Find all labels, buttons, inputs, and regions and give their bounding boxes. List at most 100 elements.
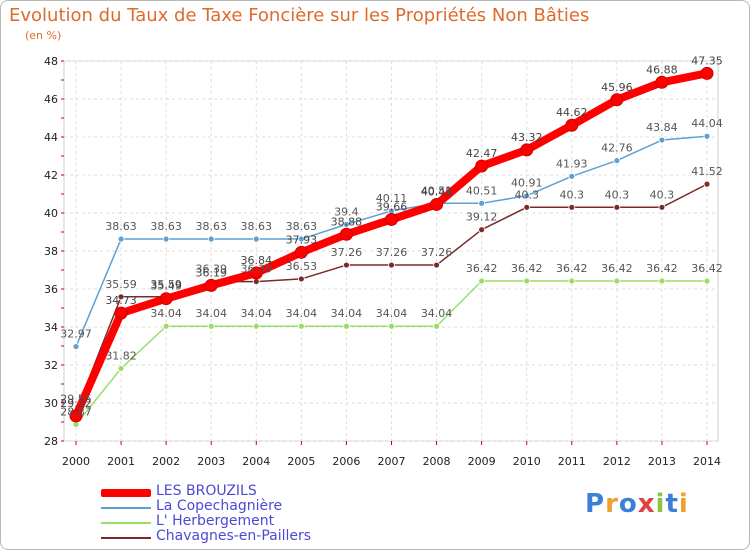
x-tick-label: 2014 (693, 455, 721, 468)
data-label: 40.3 (560, 188, 585, 201)
data-point (252, 235, 260, 243)
y-tick-label: 38 (44, 245, 58, 258)
y-tick-label: 34 (44, 321, 58, 334)
data-point (700, 66, 714, 80)
chart-title: Evolution du Taux de Taxe Foncière sur l… (9, 5, 590, 26)
data-label: 43.32 (511, 131, 543, 144)
data-label: 36.53 (286, 260, 318, 273)
data-point (703, 180, 711, 188)
data-point (72, 343, 80, 350)
data-point (207, 235, 215, 243)
legend-label: LES BROUZILS (156, 483, 257, 499)
data-point (568, 172, 576, 180)
data-label: 40.3 (605, 188, 630, 201)
data-point (117, 293, 125, 301)
legend-label: Chavagnes-en-Paillers (156, 528, 312, 544)
data-point (249, 266, 263, 280)
data-label: 34.04 (195, 307, 227, 320)
data-label: 44.62 (556, 106, 588, 119)
data-label: 45.96 (601, 81, 633, 94)
data-label: 36.42 (511, 262, 543, 275)
data-label: 40.51 (421, 184, 453, 197)
x-tick-label: 2011 (558, 455, 586, 468)
logo-letter: i (655, 489, 666, 519)
data-label: 28.87 (60, 405, 92, 418)
data-label: 36.84 (241, 254, 273, 267)
data-label: 43.84 (646, 121, 678, 134)
x-tick-label: 2001 (107, 455, 135, 468)
data-point (433, 322, 440, 330)
data-label: 42.47 (466, 147, 498, 160)
data-label: 36.42 (601, 262, 633, 275)
data-label: 34.73 (105, 294, 137, 307)
data-point (655, 75, 669, 89)
data-point (162, 322, 170, 330)
data-point (478, 199, 486, 207)
legend-label: L' Herbergement (156, 513, 275, 529)
data-label: 34.04 (331, 307, 363, 320)
data-label: 31.82 (105, 349, 137, 362)
logo-letter: o (618, 489, 638, 519)
data-point (568, 203, 576, 211)
series-layer (69, 66, 714, 428)
logo-letter: P (585, 489, 606, 519)
data-point (207, 322, 215, 330)
data-point (117, 365, 125, 372)
data-point (478, 277, 486, 285)
data-point (430, 197, 444, 211)
data-point (613, 157, 621, 164)
data-point (204, 278, 218, 292)
data-label: 41.52 (691, 165, 723, 178)
data-label: 32.97 (60, 328, 92, 341)
y-tick-label: 28 (44, 435, 58, 448)
data-label: 38.63 (195, 220, 227, 233)
data-label: 37.26 (421, 246, 453, 259)
data-label: 34.04 (376, 307, 408, 320)
data-label: 38.63 (105, 220, 137, 233)
y-tick-label: 48 (44, 55, 58, 68)
data-point (297, 275, 305, 283)
data-label: 34.04 (241, 307, 273, 320)
data-label: 36.42 (466, 262, 498, 275)
data-label: 36.39 (195, 263, 227, 276)
logo-letter: r (605, 489, 619, 519)
data-label: 38.63 (241, 220, 273, 233)
data-label: 38.88 (331, 215, 363, 228)
data-label: 34.04 (421, 307, 453, 320)
x-tick-label: 2006 (332, 455, 360, 468)
data-label: 36.19 (195, 266, 227, 279)
data-point (252, 322, 260, 330)
y-tick-label: 30 (44, 397, 58, 410)
legend-swatch (101, 522, 151, 524)
data-point (475, 159, 489, 173)
proxiti-logo: Proxiti (585, 489, 689, 519)
data-point (658, 136, 666, 144)
data-label: 35.59 (105, 278, 137, 291)
y-tick-label: 36 (44, 283, 58, 296)
data-label: 38.63 (150, 220, 182, 233)
y-tick-label: 46 (44, 93, 58, 106)
data-point (565, 118, 579, 132)
data-label: 35.59 (150, 278, 182, 291)
data-point (114, 306, 128, 320)
data-label: 40.45 (421, 185, 453, 198)
y-tick-label: 44 (44, 131, 58, 144)
data-point (162, 235, 170, 243)
data-point (343, 261, 350, 269)
data-point (613, 277, 621, 285)
data-label: 44.04 (691, 117, 723, 130)
data-label: 38.63 (286, 220, 318, 233)
data-point (703, 277, 711, 285)
data-label: 29.55 (60, 393, 92, 406)
data-point (339, 227, 353, 241)
x-tick-label: 2010 (513, 455, 541, 468)
data-label: 41.93 (556, 157, 588, 170)
legend-swatch (101, 507, 151, 509)
data-point (388, 261, 395, 269)
data-label: 39.12 (466, 211, 498, 224)
data-point (613, 203, 621, 211)
data-point (658, 277, 666, 285)
data-point (343, 322, 350, 330)
data-label: 37.26 (331, 246, 363, 259)
